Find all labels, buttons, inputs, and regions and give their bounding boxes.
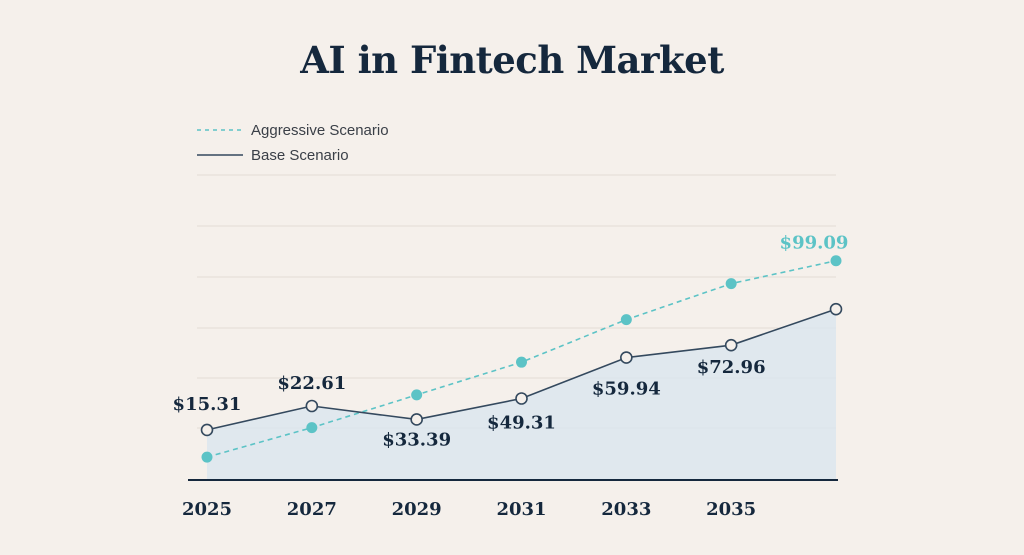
legend-base-label: Base Scenario xyxy=(251,147,349,164)
base-data-label: $33.39 xyxy=(382,429,451,450)
base-point xyxy=(515,392,528,405)
base-point xyxy=(200,423,214,437)
aggressive-point xyxy=(725,278,737,290)
base-point xyxy=(305,399,319,413)
x-tick-label: 2031 xyxy=(496,499,546,520)
x-tick-label: 2027 xyxy=(287,499,337,520)
x-tick-label: 2029 xyxy=(392,499,442,520)
base-data-label: $59.94 xyxy=(592,379,661,400)
base-data-label: $49.31 xyxy=(487,413,556,434)
base-data-label: $22.61 xyxy=(277,373,346,394)
chart-title: AI in Fintech Market xyxy=(300,38,724,82)
legend-aggressive-label: Aggressive Scenario xyxy=(251,122,389,139)
base-point xyxy=(620,351,633,364)
base-point xyxy=(724,338,738,352)
aggressive-point xyxy=(516,356,527,368)
x-tick-label: 2025 xyxy=(182,499,232,520)
base-point xyxy=(829,302,843,316)
x-tick-label: 2035 xyxy=(706,499,756,520)
base-scenario-points xyxy=(200,302,843,437)
aggressive-point xyxy=(620,314,632,326)
aggressive-point xyxy=(306,422,318,434)
legend: Aggressive Scenario Base Scenario xyxy=(197,122,389,164)
x-tick-labels: 2025 2027 2029 2031 2033 2035 xyxy=(182,499,756,520)
aggressive-point xyxy=(830,255,842,267)
aggressive-point xyxy=(201,451,213,463)
data-labels: $15.31 $22.61 $33.39 $49.31 $59.94 $72.96 $99.… xyxy=(173,233,849,451)
aggressive-scenario-points xyxy=(201,255,842,463)
base-data-label: $72.96 xyxy=(697,357,766,378)
base-point xyxy=(410,413,423,426)
aggressive-point xyxy=(411,389,423,401)
aggressive-data-label: $99.09 xyxy=(780,233,849,254)
base-data-label: $15.31 xyxy=(173,394,242,415)
x-tick-label: 2033 xyxy=(601,499,651,520)
